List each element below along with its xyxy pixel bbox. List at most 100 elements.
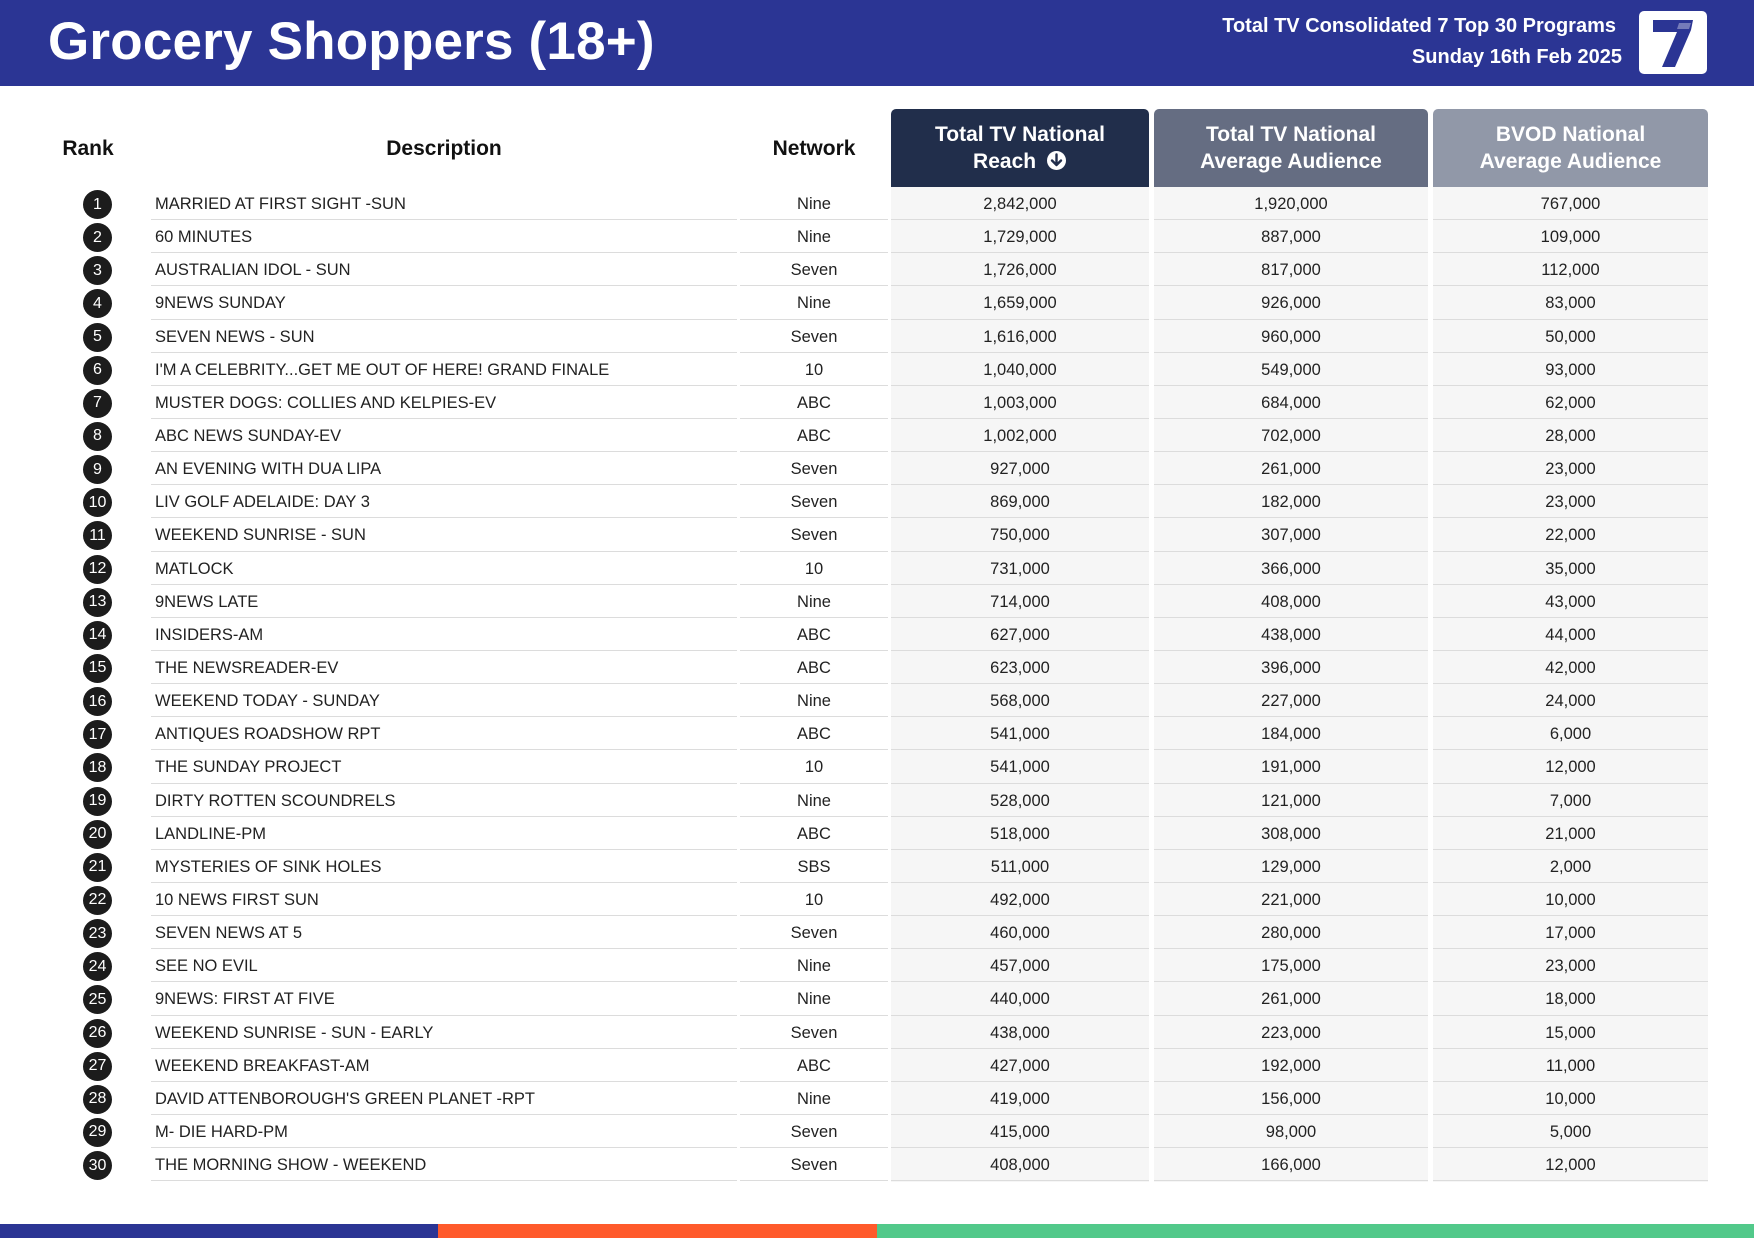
row-divider [891, 848, 1149, 850]
rank-badge: 10 [83, 488, 112, 518]
rank-badge: 9 [83, 455, 112, 485]
rank-badge: 2 [83, 223, 112, 253]
average-audience-cell: 684,000 [1261, 393, 1321, 412]
row-divider [740, 716, 888, 718]
row-divider [740, 915, 888, 917]
row-divider [1154, 749, 1428, 751]
bvod-header-line1: BVOD National [1495, 123, 1646, 146]
table-row: 25 9NEWS: FIRST AT FIVE Nine 440,000 261,000… [0, 982, 1754, 1016]
row-divider [1154, 915, 1428, 917]
row-divider [1433, 881, 1708, 883]
reach-cell: 518,000 [990, 824, 1050, 843]
arrow-down-circle-icon[interactable] [1046, 150, 1067, 171]
row-divider [1433, 716, 1708, 718]
table-row: 13 9NEWS LATE Nine 714,000 408,000 43,000 [0, 585, 1754, 618]
row-divider [1433, 351, 1708, 353]
network-cell: ABC [797, 725, 831, 744]
row-divider [891, 351, 1149, 353]
row-divider [740, 517, 888, 519]
row-divider [1154, 616, 1428, 618]
row-divider [740, 881, 888, 883]
row-divider [1433, 649, 1708, 651]
row-divider [1154, 285, 1428, 287]
column-header-reach[interactable]: Total TV National Reach [891, 109, 1149, 187]
row-divider [740, 649, 888, 651]
average-audience-cell: 166,000 [1261, 1156, 1321, 1175]
bvod-cell: 23,000 [1545, 460, 1596, 479]
row-divider [1433, 451, 1708, 453]
row-divider [891, 318, 1149, 320]
reach-cell: 460,000 [990, 924, 1050, 943]
row-divider [740, 550, 888, 552]
program-description: MATLOCK [155, 559, 234, 578]
average-audience-cell: 221,000 [1261, 890, 1321, 909]
average-audience-cell: 280,000 [1261, 924, 1321, 943]
program-description: MUSTER DOGS: COLLIES AND KELPIES-EV [155, 393, 497, 412]
program-description: 9NEWS SUNDAY [155, 294, 286, 313]
table-row: 20 LANDLINE-PM ABC 518,000 308,000 21,000 [0, 817, 1754, 850]
table-row: 18 THE SUNDAY PROJECT 10 541,000 191,000 12,0… [0, 750, 1754, 784]
average-audience-cell: 156,000 [1261, 1089, 1321, 1108]
row-divider [891, 451, 1149, 453]
bvod-cell: 15,000 [1545, 1023, 1596, 1042]
reach-cell: 427,000 [990, 1056, 1050, 1075]
row-divider [1154, 848, 1428, 850]
reach-cell: 1,659,000 [983, 294, 1057, 313]
row-divider [1154, 1080, 1428, 1082]
row-divider [151, 782, 737, 784]
column-header-bvod[interactable]: BVOD National Average Audience [1433, 109, 1708, 187]
row-divider [151, 881, 737, 883]
row-divider [1433, 1014, 1708, 1016]
rank-badge: 6 [83, 355, 112, 385]
table-row: 16 WEEKEND TODAY - SUNDAY Nine 568,000 227,0… [0, 684, 1754, 718]
row-divider [740, 981, 888, 983]
row-divider [1433, 384, 1708, 386]
row-divider [1154, 649, 1428, 651]
program-description: 9NEWS LATE [155, 592, 259, 611]
program-description: THE NEWSREADER-EV [155, 658, 339, 677]
row-divider [1433, 285, 1708, 287]
reach-cell: 869,000 [990, 493, 1050, 512]
table-row: 28 DAVID ATTENBOROUGH'S GREEN PLANET -RPT… [0, 1082, 1754, 1115]
reach-cell: 492,000 [990, 890, 1050, 909]
row-divider [740, 219, 888, 221]
rank-badge: 14 [83, 620, 112, 650]
average-audience-cell: 98,000 [1265, 1122, 1317, 1141]
program-description: SEVEN NEWS - SUN [155, 327, 315, 346]
bvod-header-line2: Average Audience [1479, 150, 1662, 173]
column-header-average-audience[interactable]: Total TV National Average Audience [1154, 109, 1428, 187]
rank-badge: 18 [83, 753, 112, 783]
footer-bar-orange [438, 1224, 877, 1238]
row-divider [1433, 1047, 1708, 1049]
network-cell: ABC [797, 393, 831, 412]
row-divider [151, 318, 737, 320]
row-divider [891, 285, 1149, 287]
row-divider [1154, 417, 1428, 419]
row-divider [891, 649, 1149, 651]
table-row: 23 SEVEN NEWS AT 5 Seven 460,000 280,000 17,0… [0, 916, 1754, 950]
network-cell: ABC [797, 625, 831, 644]
row-divider [1433, 1180, 1708, 1182]
table-row: 9 AN EVENING WITH DUA LIPA Seven 927,000 261… [0, 452, 1754, 486]
reach-cell: 511,000 [990, 857, 1050, 876]
average-audience-cell: 223,000 [1261, 1023, 1321, 1042]
average-audience-cell: 307,000 [1261, 526, 1321, 545]
network-cell: Seven [790, 493, 838, 512]
reach-cell: 1,002,000 [983, 426, 1057, 445]
reach-cell: 1,003,000 [983, 393, 1057, 412]
program-description: WEEKEND TODAY - SUNDAY [155, 692, 380, 711]
program-description: DIRTY ROTTEN SCOUNDRELS [155, 791, 396, 810]
rank-badge: 11 [83, 521, 112, 551]
rank-badge: 4 [83, 289, 112, 319]
program-description: LIV GOLF ADELAIDE: DAY 3 [155, 493, 370, 512]
page-header: Grocery Shoppers (18+) Total TV Consolid… [0, 0, 1754, 86]
network-cell: 10 [804, 360, 824, 379]
bvod-cell: 767,000 [1540, 195, 1601, 213]
row-divider [1433, 550, 1708, 552]
program-description: WEEKEND BREAKFAST-AM [155, 1056, 370, 1075]
table-row: 29 M- DIE HARD-PM Seven 415,000 98,000 5,000 [0, 1115, 1754, 1149]
average-audience-cell: 227,000 [1261, 692, 1321, 711]
average-audience-cell: 175,000 [1261, 957, 1321, 976]
average-audience-cell: 261,000 [1261, 460, 1321, 479]
row-divider [740, 1014, 888, 1016]
